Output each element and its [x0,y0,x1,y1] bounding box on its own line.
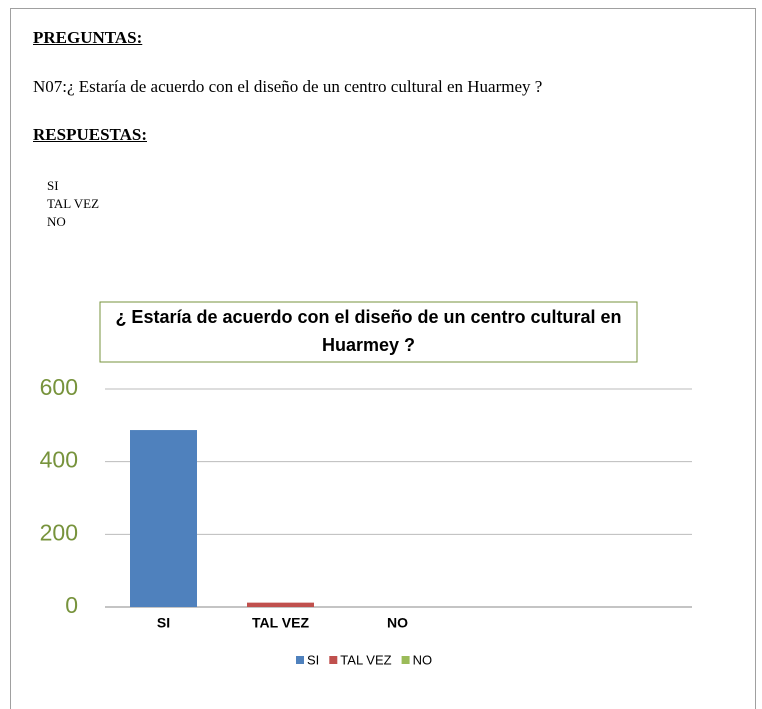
legend-label: NO [413,652,433,667]
bar [247,602,314,607]
y-tick-label: 600 [40,374,78,400]
option: TAL VEZ [47,196,100,211]
y-tick-label: 200 [40,519,78,545]
option: NO [47,214,66,229]
option: SI [47,178,59,193]
chart-title: ¿ Estaría de acuerdo con el diseño de un… [115,307,621,355]
legend-swatch [329,656,338,664]
legend-swatch [296,656,304,664]
heading: RESPUESTAS: [33,125,147,144]
legend-swatch [401,656,410,664]
heading: PREGUNTAS: [33,28,143,47]
question: N07:¿ Estaría de acuerdo con el diseño d… [33,77,543,96]
x-tick-label: NO [387,615,408,631]
x-tick-label: TAL VEZ [252,615,309,631]
legend-label: SI [307,652,319,667]
title-box [99,301,638,363]
legend-label: TAL VEZ [340,652,391,667]
x-tick-label: SI [157,615,170,631]
option-list: SI TAL VEZ NO [47,177,99,231]
y-tick-label: 0 [65,592,78,618]
bar [130,430,197,607]
y-tick-label: 400 [40,447,78,473]
page-frame [10,8,756,709]
